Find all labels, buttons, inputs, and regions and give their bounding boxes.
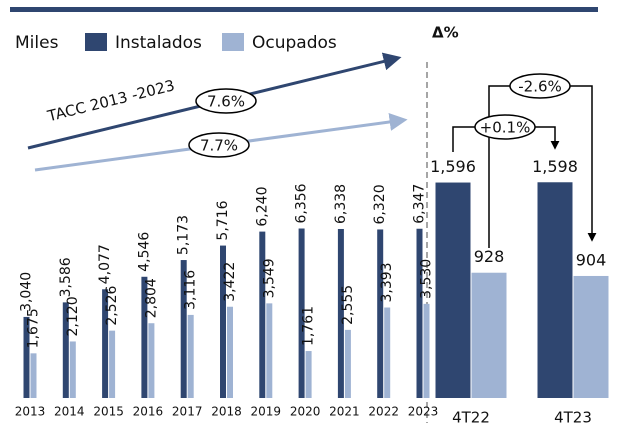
- bar: [220, 245, 226, 398]
- value-label: 4,546: [136, 232, 152, 272]
- value-label: 3,116: [183, 270, 199, 310]
- x-tick-label: 2019: [251, 405, 282, 419]
- change-label: -2.6%: [518, 78, 562, 96]
- bar: [69, 341, 76, 398]
- value-label: 1,761: [301, 306, 317, 346]
- bar: [435, 182, 471, 398]
- growth-oval: [195, 88, 257, 114]
- value-label: 3,040: [19, 272, 35, 312]
- value-label: 2,555: [340, 285, 356, 325]
- bar: [102, 289, 109, 398]
- value-label: 1,598: [532, 157, 578, 176]
- value-label: 1,675: [26, 308, 42, 348]
- bar: [148, 323, 155, 398]
- x-tick-label: 4T22: [452, 409, 490, 423]
- value-label: 5,173: [176, 215, 192, 255]
- change-oval: [474, 114, 536, 140]
- growth-label: 7.7%: [200, 137, 238, 155]
- value-label: 3,586: [58, 257, 74, 297]
- bar: [23, 316, 30, 398]
- change-bracket: [452, 126, 555, 152]
- value-label: 3,549: [261, 258, 277, 298]
- bar: [298, 228, 305, 398]
- panel-title: Δ%: [432, 24, 459, 42]
- value-label: 6,356: [294, 183, 310, 223]
- bar: [344, 329, 351, 398]
- bar: [259, 231, 266, 398]
- value-label: 2,120: [65, 296, 81, 336]
- bar: [62, 302, 69, 398]
- growth-oval: [188, 132, 250, 158]
- x-tick-label: 2021: [329, 405, 360, 419]
- value-label: 4,077: [97, 244, 113, 284]
- x-tick-label: 2017: [172, 405, 203, 419]
- legend-title: Miles: [15, 33, 59, 53]
- bar: [187, 314, 194, 398]
- x-tick-label: 4T23: [554, 409, 592, 423]
- change-oval: [509, 73, 571, 99]
- bar: [30, 353, 37, 398]
- value-label: 6,320: [372, 184, 388, 224]
- legend-swatch: [222, 33, 244, 51]
- bar: [266, 303, 273, 398]
- bar: [416, 228, 423, 398]
- bar: [384, 307, 391, 398]
- value-label: 3,530: [419, 259, 435, 299]
- x-tick-label: 2022: [368, 405, 399, 419]
- value-label: 3,422: [222, 262, 238, 302]
- value-label: 5,716: [215, 200, 231, 240]
- value-label: 6,240: [254, 187, 270, 227]
- change-bracket: [488, 85, 592, 248]
- x-tick-label: 2018: [211, 405, 242, 419]
- legend-label: Instalados: [115, 33, 202, 53]
- bar: [109, 330, 116, 398]
- change-label: +0.1%: [480, 119, 531, 137]
- x-tick-label: 2015: [93, 405, 124, 419]
- value-label: 2,804: [143, 278, 159, 318]
- bar: [423, 303, 430, 398]
- bar: [180, 260, 187, 398]
- legend-swatch: [85, 33, 107, 51]
- x-tick-label: 2020: [290, 405, 321, 419]
- value-label: 928: [474, 247, 505, 266]
- x-tick-label: 2016: [133, 405, 164, 419]
- bar: [573, 275, 609, 398]
- value-label: 6,338: [333, 184, 349, 224]
- bar: [141, 276, 148, 398]
- x-tick-label: 2014: [54, 405, 85, 419]
- growth-label: 7.6%: [207, 93, 245, 111]
- bar: [537, 182, 573, 398]
- x-tick-label: 2023: [408, 405, 439, 419]
- legend-label: Ocupados: [252, 33, 337, 53]
- bar: [471, 272, 507, 398]
- x-tick-label: 2013: [15, 405, 46, 419]
- bar: [337, 228, 344, 398]
- header-bar: [10, 7, 598, 12]
- bar: [227, 306, 233, 398]
- value-label: 3,393: [379, 262, 395, 302]
- value-label: 904: [576, 250, 607, 269]
- bar: [377, 229, 384, 398]
- value-label: 6,347: [412, 184, 428, 224]
- value-label: 2,526: [104, 285, 120, 325]
- bar: [305, 351, 312, 398]
- value-label: 1,596: [430, 157, 476, 176]
